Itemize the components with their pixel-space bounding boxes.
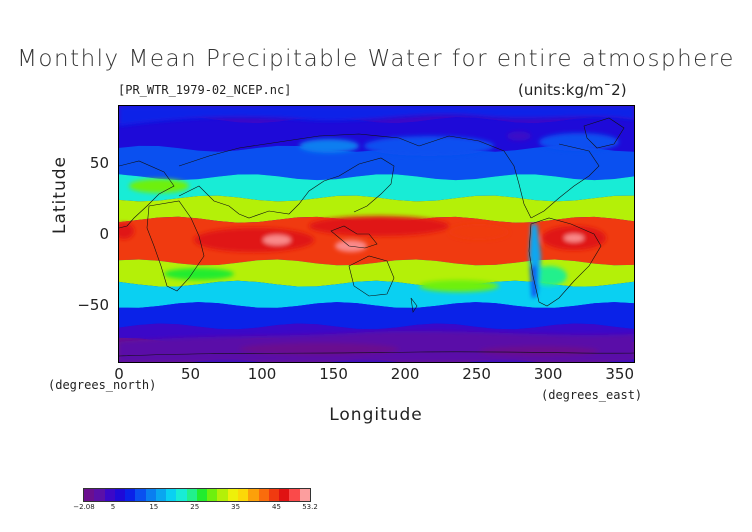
latitude-band-7 — [119, 280, 634, 308]
colorbar-tick-label: 15 — [149, 503, 159, 511]
y-tick-label: −50 — [77, 296, 109, 315]
coastline-africa — [146, 200, 205, 292]
latitude-band-8 — [119, 302, 634, 330]
colorbar-swatch — [94, 489, 105, 501]
colorbar-swatch — [217, 489, 228, 501]
colorbar-swatch — [125, 489, 136, 501]
latitude-band-4 — [119, 195, 634, 223]
coastline-africa-west — [119, 160, 175, 229]
page-title: Monthly Mean Precipitable Water for enti… — [17, 46, 735, 72]
y-tick-label: 50 — [89, 153, 109, 172]
colorbar-tick-label: 35 — [231, 503, 241, 511]
colorbar-tick-label: 45 — [272, 503, 281, 511]
colorbar-swatch — [237, 489, 249, 501]
x-axis-label: Longitude — [329, 405, 423, 425]
latitude-bands — [119, 106, 634, 362]
colorbar-swatch — [207, 489, 218, 501]
coastline-antarctica — [119, 351, 634, 357]
colorbar-swatch — [258, 489, 269, 501]
x-tick-label: 0 — [114, 365, 124, 383]
colorbar-swatch — [114, 489, 126, 501]
y-tick-label: 0 — [99, 225, 109, 243]
map-canvas — [119, 106, 634, 362]
colorbar-swatch — [176, 489, 187, 501]
coastline-australia — [348, 255, 395, 297]
colorbar-swatch — [135, 489, 146, 501]
coastlines — [119, 117, 634, 357]
colorbar-swatch — [155, 489, 167, 501]
coastline-new-zealand — [410, 297, 418, 313]
colorbar-swatch — [145, 489, 156, 501]
x-axis-unit-label: (degrees_east) — [541, 388, 643, 402]
colorbar-swatch — [227, 489, 238, 501]
x-tick-label: 350 — [605, 365, 634, 383]
colorbar-swatch — [279, 489, 290, 501]
moisture-anomalies — [119, 106, 634, 362]
colorbar-swatch — [84, 489, 95, 501]
colorbar-swatch — [299, 489, 310, 501]
latitude-band-3 — [119, 174, 634, 202]
coastline-asia — [178, 157, 395, 219]
colorbar-swatch — [289, 489, 300, 501]
coastline-maritime-continent — [330, 225, 378, 249]
latitude-band-2 — [119, 145, 634, 181]
x-tick-label: 200 — [390, 365, 420, 383]
coastline-north-america-east — [530, 143, 600, 219]
y-axis-label: Latitude — [50, 156, 70, 234]
x-tick-label: 250 — [462, 365, 491, 383]
coastline-eurasia-north — [178, 133, 420, 167]
latitude-band-1 — [119, 117, 634, 152]
units-label: (units:kg/m¯2) — [518, 81, 627, 99]
colorbar-tick-label: −2.08 — [73, 503, 95, 511]
latitude-band-6 — [119, 259, 634, 287]
colorbar-swatch — [248, 489, 259, 501]
x-tick-label: 50 — [180, 365, 201, 383]
colorbar-tick-label: 5 — [110, 503, 116, 511]
x-tick-label: 100 — [247, 365, 277, 383]
colorbar-tick-label: 25 — [190, 503, 200, 511]
colorbar-swatch — [104, 489, 115, 501]
precipitable-water-map — [118, 105, 635, 363]
x-tick-label: 300 — [533, 365, 563, 383]
coastline-greenland — [583, 117, 625, 149]
coastline-south-america — [528, 217, 602, 307]
colorbar — [83, 488, 311, 502]
x-tick-label: 150 — [319, 365, 348, 383]
colorbar-swatch — [196, 489, 208, 501]
y-axis-unit-label: (degrees_north) — [48, 378, 157, 392]
colorbar-swatch — [268, 489, 280, 501]
colorbar-swatch — [166, 489, 177, 501]
coastline-north-america-west — [418, 135, 532, 219]
colorbar-tick-label: 53.2 — [302, 503, 318, 511]
colorbar-swatch — [186, 489, 197, 501]
file-label: [PR_WTR_1979-02_NCEP.nc] — [118, 83, 292, 97]
